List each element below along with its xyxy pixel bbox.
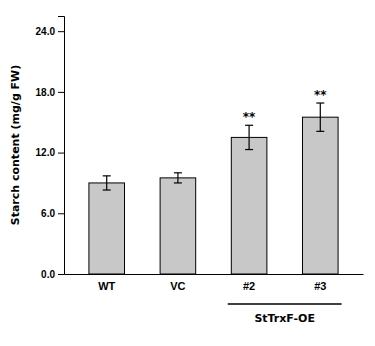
error-bar bbox=[245, 125, 253, 149]
y-tick-label: 0.0 bbox=[41, 269, 55, 280]
x-axis-line bbox=[65, 274, 364, 275]
x-axis: WT VC #2 #3 bbox=[65, 274, 364, 292]
y-tick-mark bbox=[58, 31, 64, 32]
y-tick: 18.0 bbox=[36, 87, 64, 98]
y-tick-mark bbox=[58, 213, 64, 214]
error-bar bbox=[316, 103, 324, 131]
x-tick-label: #3 bbox=[314, 280, 326, 292]
error-bar bbox=[103, 176, 111, 190]
y-axis-title: Starch content (mg/g FW) bbox=[9, 65, 22, 226]
y-tick-label: 18.0 bbox=[36, 87, 56, 98]
y-tick-mark bbox=[58, 92, 64, 93]
x-tick: #3 bbox=[314, 274, 326, 292]
bar bbox=[231, 137, 267, 274]
annotations: ** ** StTrxF-OE bbox=[228, 88, 342, 325]
bar bbox=[302, 117, 338, 274]
significance-label: ** bbox=[243, 110, 256, 124]
x-tick-label: #2 bbox=[243, 280, 255, 292]
error-bar bbox=[174, 173, 182, 183]
error-stem bbox=[177, 173, 178, 183]
marks bbox=[89, 103, 338, 274]
group-label: StTrxF-OE bbox=[254, 312, 315, 325]
error-cap bbox=[174, 182, 182, 183]
x-tick: #2 bbox=[243, 274, 255, 292]
bar bbox=[160, 178, 196, 274]
y-tick-mark bbox=[58, 153, 64, 154]
error-cap bbox=[245, 125, 253, 126]
y-tick-label: 24.0 bbox=[36, 26, 56, 37]
chart: 0.0 6.0 12.0 18.0 24.0 WT VC #2 #3 ** ** StTrxF-OE S… bbox=[0, 0, 375, 346]
error-cap bbox=[245, 149, 253, 150]
y-axis: 0.0 6.0 12.0 18.0 24.0 bbox=[36, 17, 65, 280]
error-cap bbox=[316, 131, 324, 132]
error-cap bbox=[103, 189, 111, 190]
x-tick-label: WT bbox=[98, 280, 115, 292]
significance-label: ** bbox=[314, 88, 327, 102]
y-tick-label: 12.0 bbox=[36, 147, 56, 158]
error-stem bbox=[320, 103, 321, 131]
error-cap bbox=[316, 102, 324, 103]
group-bracket bbox=[228, 303, 342, 305]
plot: 0.0 6.0 12.0 18.0 24.0 WT VC #2 #3 ** ** StTrxF-OE bbox=[36, 17, 364, 326]
y-tick: 24.0 bbox=[36, 26, 64, 37]
y-tick: 12.0 bbox=[36, 147, 64, 158]
error-cap bbox=[174, 172, 182, 173]
x-tick: WT bbox=[98, 274, 115, 292]
y-tick-mark bbox=[58, 274, 64, 275]
y-tick: 0.0 bbox=[41, 269, 64, 280]
bar bbox=[89, 183, 125, 274]
y-tick-label: 6.0 bbox=[41, 208, 55, 219]
x-tick-label: VC bbox=[170, 280, 185, 292]
x-tick: VC bbox=[170, 274, 185, 292]
error-stem bbox=[248, 125, 249, 149]
y-axis-line bbox=[58, 17, 65, 275]
y-tick: 6.0 bbox=[41, 208, 64, 219]
error-stem bbox=[106, 176, 107, 190]
error-cap bbox=[103, 175, 111, 176]
